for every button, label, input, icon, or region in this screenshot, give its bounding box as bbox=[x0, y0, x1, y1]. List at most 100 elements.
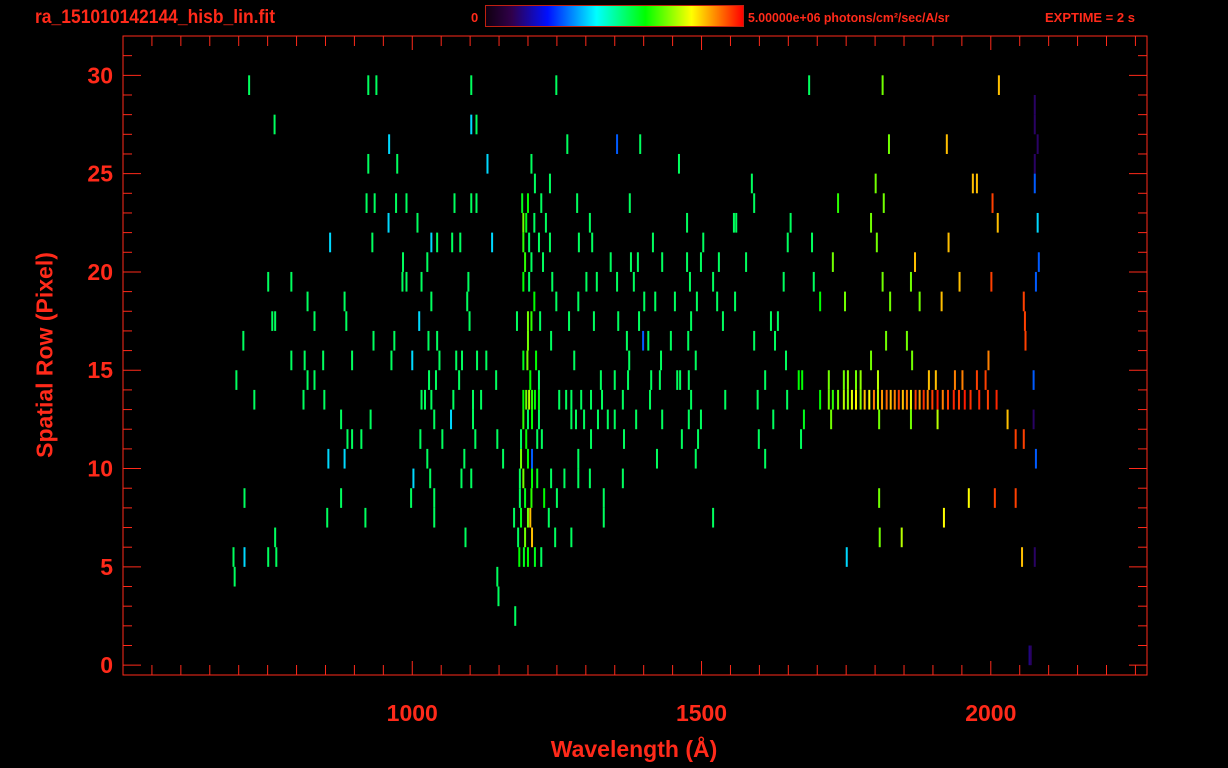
spectral-mark bbox=[716, 291, 719, 312]
spectral-mark bbox=[502, 448, 505, 469]
spectral-mark bbox=[573, 350, 576, 371]
spectral-mark bbox=[687, 370, 690, 390]
spectral-mark bbox=[433, 507, 436, 528]
spectral-mark bbox=[540, 547, 543, 567]
spectral-mark bbox=[854, 389, 857, 410]
spectral-mark bbox=[797, 370, 800, 390]
spectral-mark bbox=[786, 389, 789, 410]
spectral-mark bbox=[687, 409, 690, 430]
spectral-mark bbox=[654, 291, 657, 312]
spectral-mark bbox=[800, 429, 803, 449]
spectral-mark bbox=[639, 134, 642, 154]
spectral-mark bbox=[542, 252, 545, 272]
spectral-mark bbox=[271, 311, 274, 331]
spectral-mark bbox=[528, 232, 531, 253]
spectral-mark bbox=[364, 507, 367, 528]
spectral-mark bbox=[753, 193, 756, 213]
spectral-mark bbox=[423, 389, 426, 410]
spectral-mark bbox=[351, 429, 354, 449]
spectral-mark bbox=[1014, 429, 1017, 449]
spectral-mark bbox=[548, 232, 551, 253]
spectral-mark bbox=[426, 252, 429, 272]
spectral-mark bbox=[436, 330, 439, 351]
colorbar-max-label: 5.00000e+06 photons/cm²/sec/A/sr bbox=[748, 10, 950, 25]
spectral-mark bbox=[859, 389, 862, 410]
spectral-mark bbox=[846, 370, 849, 390]
spectral-mark bbox=[971, 173, 974, 194]
spectral-mark bbox=[680, 429, 683, 449]
spectral-mark bbox=[953, 370, 956, 390]
spectral-mark bbox=[433, 409, 436, 430]
spectral-mark bbox=[526, 193, 529, 213]
spectral-mark bbox=[522, 409, 525, 430]
spectral-mark bbox=[616, 134, 619, 154]
spectral-mark bbox=[897, 389, 900, 410]
spectral-mark bbox=[1033, 547, 1036, 567]
spectral-mark bbox=[651, 232, 654, 253]
spectral-mark bbox=[267, 547, 270, 567]
spectral-mark bbox=[878, 488, 881, 508]
spectral-mark bbox=[996, 212, 999, 233]
spectral-mark bbox=[418, 311, 421, 331]
spectral-mark bbox=[967, 488, 970, 508]
spectral-mark bbox=[724, 389, 727, 410]
spectral-mark bbox=[326, 507, 329, 528]
spectral-mark bbox=[881, 389, 884, 410]
x-tick-label: 1000 bbox=[387, 700, 438, 726]
spectral-mark bbox=[872, 389, 875, 410]
spectral-mark bbox=[470, 75, 473, 95]
spectral-mark bbox=[931, 389, 934, 410]
spectral-mark bbox=[405, 271, 408, 292]
spectral-mark bbox=[496, 429, 499, 449]
spectral-mark bbox=[533, 291, 536, 312]
spectral-mark bbox=[472, 389, 475, 410]
spectral-mark bbox=[863, 389, 866, 410]
plot-frame bbox=[122, 35, 1148, 676]
spectral-mark bbox=[416, 212, 419, 233]
spectral-mark bbox=[1032, 409, 1035, 430]
spectral-mark bbox=[941, 389, 944, 410]
spectral-mark bbox=[878, 409, 881, 430]
spectral-mark bbox=[570, 527, 573, 548]
spectral-mark bbox=[518, 468, 521, 489]
spectral-mark bbox=[470, 468, 473, 489]
spectral-mark bbox=[531, 468, 534, 489]
spectral-mark bbox=[690, 389, 693, 410]
spectral-mark bbox=[539, 311, 542, 331]
spectral-mark bbox=[602, 507, 605, 528]
spectral-mark bbox=[530, 252, 533, 272]
spectral-mark bbox=[525, 389, 528, 410]
spectral-mark bbox=[411, 350, 414, 371]
spectral-mark bbox=[638, 311, 641, 331]
spectral-mark bbox=[405, 193, 408, 213]
spectral-mark bbox=[990, 271, 993, 292]
spectral-mark bbox=[975, 173, 978, 194]
spectral-mark bbox=[850, 389, 853, 410]
spectral-mark bbox=[537, 389, 540, 410]
spectral-mark bbox=[669, 330, 672, 351]
spectral-mark bbox=[1014, 488, 1017, 508]
spectral-mark bbox=[515, 311, 518, 331]
spectral-mark bbox=[616, 271, 619, 292]
spectral-mark bbox=[889, 291, 892, 312]
spectral-mark bbox=[365, 193, 368, 213]
spectral-mark bbox=[1034, 448, 1037, 469]
spectral-mark bbox=[846, 389, 849, 410]
spectral-mark bbox=[881, 75, 884, 95]
spectral-mark bbox=[580, 389, 583, 410]
spectral-mark bbox=[460, 468, 463, 489]
spectral-mark bbox=[774, 330, 777, 351]
spectral-mark bbox=[373, 193, 376, 213]
spectral-mark bbox=[535, 350, 538, 371]
spectral-mark bbox=[430, 389, 433, 410]
spectral-mark bbox=[524, 527, 527, 548]
spectral-mark bbox=[429, 468, 432, 489]
spectral-mark bbox=[588, 212, 591, 233]
spectral-mark bbox=[661, 409, 664, 430]
spectral-mark bbox=[942, 507, 945, 528]
spectral-mark bbox=[583, 409, 586, 430]
spectral-mark bbox=[521, 193, 524, 213]
spectral-mark bbox=[274, 527, 277, 548]
spectral-mark bbox=[550, 330, 553, 351]
spectral-mark bbox=[969, 389, 972, 410]
